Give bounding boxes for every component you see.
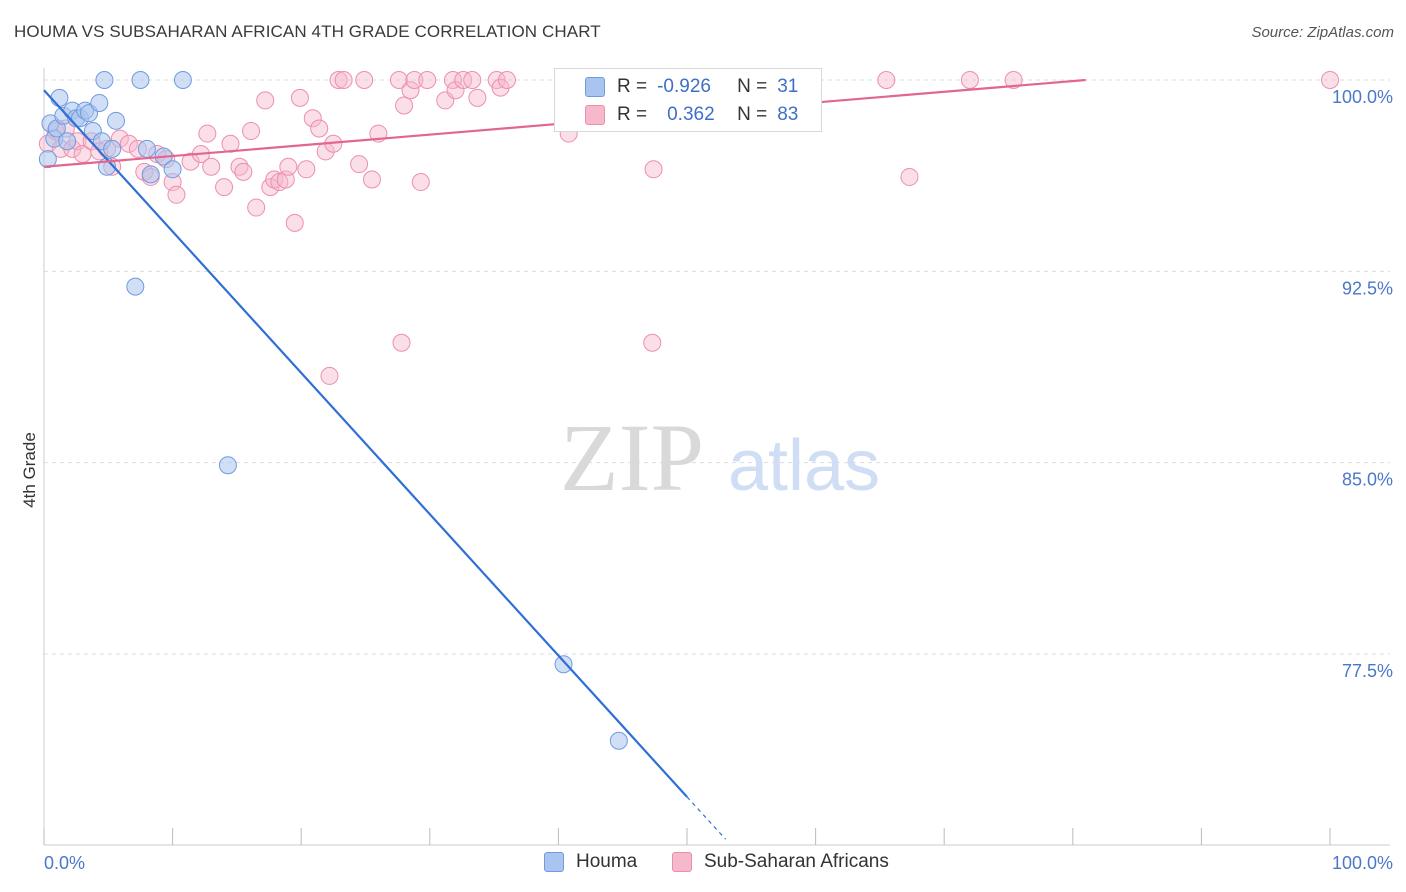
x-tick-label: 0.0% <box>44 853 85 873</box>
legend-houma-label: Houma <box>576 851 638 872</box>
ssa-point <box>242 122 261 141</box>
ssa-point <box>900 167 919 186</box>
ssa-point <box>355 71 374 89</box>
houma-point <box>173 71 192 89</box>
ssa-point <box>463 71 482 89</box>
houma-point <box>554 655 573 674</box>
ssa-point <box>362 170 381 189</box>
houma-point <box>163 160 182 179</box>
legend-n-label: N = <box>737 104 768 125</box>
ssa-swatch <box>585 105 605 125</box>
series-legend: Houma Sub-Saharan Africans <box>0 851 1406 879</box>
houma-point <box>141 165 160 184</box>
houma-point <box>137 139 156 158</box>
legend-n-value: 83 <box>777 104 799 125</box>
correlation-legend: R = -0.926 N = 31 R = 0.362 N = 83 <box>554 68 822 132</box>
legend-row-ssa: R = 0.362 N = 83 <box>555 101 821 129</box>
legend-r-value: 0.362 <box>667 104 715 125</box>
houma-point <box>90 93 109 112</box>
houma-trend-line <box>43 89 688 798</box>
houma-swatch <box>585 77 605 97</box>
legend-r-value: -0.926 <box>657 76 711 97</box>
watermark: ZIP atlas <box>560 404 880 511</box>
legend-row-houma: R = -0.926 N = 31 <box>555 73 821 101</box>
houma-point <box>38 150 57 169</box>
houma-point <box>126 277 145 296</box>
legend-n-value: 31 <box>777 76 799 97</box>
ssa-point <box>1004 71 1023 89</box>
ssa-point <box>215 178 234 197</box>
houma-legend-swatch <box>544 852 564 872</box>
houma-point <box>609 731 628 750</box>
ssa-point <box>405 71 424 89</box>
legend-r-label: R = <box>617 76 648 97</box>
ssa-point <box>411 173 430 192</box>
ssa-point <box>202 157 221 176</box>
ssa-point <box>644 160 663 179</box>
ssa-point <box>320 366 339 385</box>
ssa-point <box>279 157 298 176</box>
ssa-point <box>181 152 200 171</box>
ssa-point <box>198 124 217 143</box>
ssa-point <box>643 333 662 352</box>
houma-point <box>218 456 237 475</box>
ssa-point <box>234 162 253 181</box>
legend-item-houma: Houma <box>544 851 637 873</box>
ssa-point <box>468 88 487 107</box>
ssa-point <box>285 213 304 232</box>
ssa-point <box>329 71 348 89</box>
houma-point <box>107 111 126 130</box>
y-tick-label: 92.5% <box>1342 278 1393 298</box>
ssa-legend-swatch <box>672 852 692 872</box>
houma-point <box>95 71 114 89</box>
series-houma-points <box>38 71 628 750</box>
ssa-point <box>119 134 138 153</box>
x-tick-label: 100.0% <box>1332 853 1393 873</box>
ssa-point <box>310 119 329 138</box>
ssa-point <box>350 155 369 174</box>
ssa-point <box>877 71 896 89</box>
houma-point <box>50 88 69 107</box>
legend-r-label: R = <box>617 104 648 125</box>
ssa-point <box>247 198 266 217</box>
ssa-point <box>443 71 462 89</box>
ssa-point <box>297 160 316 179</box>
axes <box>43 68 1390 846</box>
y-tick-label: 100.0% <box>1332 87 1393 107</box>
ssa-point <box>395 96 414 115</box>
ssa-point <box>446 81 465 100</box>
ssa-point <box>491 78 510 97</box>
houma-point <box>131 71 150 89</box>
ssa-point <box>334 71 353 89</box>
legend-n-label: N = <box>737 76 768 97</box>
ssa-point <box>960 71 979 89</box>
ssa-point <box>389 71 408 89</box>
watermark-atlas: atlas <box>728 426 880 506</box>
houma-trend-extension <box>686 796 727 840</box>
legend-item-ssa: Sub-Saharan Africans <box>672 851 889 873</box>
y-tick-label: 85.0% <box>1342 470 1393 490</box>
ssa-point <box>290 88 309 107</box>
ssa-point <box>256 91 275 110</box>
ssa-point <box>497 71 516 89</box>
ssa-point <box>392 333 411 352</box>
chart-title: HOUMA VS SUBSAHARAN AFRICAN 4TH GRADE CO… <box>14 22 601 41</box>
y-tick-label: 77.5% <box>1342 661 1393 681</box>
ssa-point <box>1321 71 1339 89</box>
source-label: Source: ZipAtlas.com <box>1251 24 1394 41</box>
ssa-point <box>303 109 322 128</box>
legend-ssa-label: Sub-Saharan Africans <box>704 851 889 872</box>
ssa-point <box>167 185 186 204</box>
ssa-point <box>454 71 473 89</box>
houma-point <box>103 139 122 158</box>
ssa-point <box>418 71 437 89</box>
tick-labels: 77.5% 85.0% 92.5% 100.0% 0.0% 100.0% <box>44 87 1393 873</box>
grid-lines <box>44 79 1390 655</box>
watermark-zip: ZIP <box>560 404 704 511</box>
ssa-point <box>401 81 420 100</box>
houma-point <box>58 132 77 151</box>
